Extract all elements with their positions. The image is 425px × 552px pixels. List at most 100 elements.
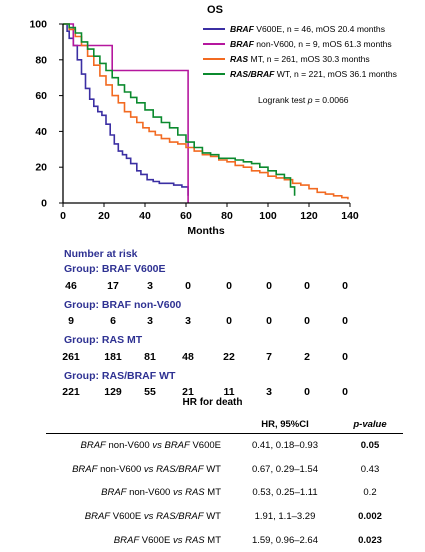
- p-value: 0.023: [358, 534, 382, 546]
- risk-group-label: Group: BRAF V600E: [64, 263, 166, 275]
- risk-count: 3: [147, 279, 153, 292]
- curve-series-0: [63, 23, 189, 196]
- hr-row: BRAF non-V600 vs BRAF V600E 0.41, 0.18–0.…: [46, 434, 403, 458]
- x-tick-labels: 0 20 40 60 80 100 120 140: [60, 203, 359, 222]
- hr-value: 1.91, 1.1–3.29: [254, 511, 316, 523]
- hr-col-p: p-value: [337, 415, 403, 434]
- hr-row: BRAF non-V600 vs RAS MT 0.53, 0.25–1.11 0.…: [46, 481, 403, 505]
- hr-col-comparison: [46, 415, 233, 434]
- legend-entry-3: RAS/BRAF WT, n = 221, mOS 36.1 months: [230, 69, 397, 79]
- risk-count: 0: [226, 315, 232, 327]
- risk-count: 17: [107, 279, 119, 292]
- legend-desc: non-V600, n = 9, mOS 61.3 months: [254, 39, 392, 49]
- x-tick-label: 80: [221, 210, 233, 222]
- risk-count: 9: [68, 315, 74, 327]
- legend-entry-0: BRAF V600E, n = 46, mOS 20.4 months: [230, 24, 385, 34]
- risk-count: 3: [147, 315, 153, 327]
- risk-count: 11: [223, 386, 235, 398]
- risk-count: 0: [266, 279, 272, 292]
- risk-count: 0: [304, 386, 310, 398]
- curve-series-1: [63, 23, 189, 203]
- risk-count: 22: [223, 350, 235, 363]
- risk-count: 48: [182, 350, 194, 363]
- hr-table-title: HR for death: [182, 397, 243, 408]
- hr-comparison: BRAF non-V600 vs RAS MT: [101, 487, 221, 499]
- risk-count: 221: [62, 386, 80, 398]
- risk-count: 3: [266, 386, 272, 398]
- legend-desc: MT, n = 261, mOS 30.3 months: [248, 54, 370, 64]
- risk-group-label: Group: RAS/BRAF WT: [64, 369, 176, 382]
- hr-col-hr: HR, 95%CI: [233, 415, 337, 434]
- survival-curves: [63, 23, 349, 203]
- hr-table-body: BRAF non-V600 vs BRAF V600E 0.41, 0.18–0.…: [46, 434, 403, 552]
- risk-count: 0: [185, 279, 191, 292]
- legend-gene: RAS: [230, 54, 248, 64]
- curve-series-2: [63, 23, 349, 200]
- risk-count: 0: [342, 279, 348, 292]
- legend-desc: V600E, n = 46, mOS 20.4 months: [254, 24, 385, 34]
- chart-axes: [62, 24, 350, 204]
- hr-row: BRAF non-V600 vs RAS/BRAF WT 0.67, 0.29–1…: [46, 458, 403, 482]
- legend-entry-2: RAS MT, n = 261, mOS 30.3 months: [230, 54, 370, 64]
- legend-entry-1: BRAF non-V600, n = 9, mOS 61.3 months: [230, 39, 392, 49]
- x-tick-label: 60: [180, 210, 192, 222]
- x-tick-label: 140: [341, 210, 359, 222]
- risk-count: 55: [144, 386, 156, 398]
- x-axis-label: Months: [187, 225, 224, 237]
- logrank-annotation: Logrank test p = 0.0066: [258, 95, 349, 105]
- risk-count: 181: [104, 350, 122, 363]
- y-tick-labels: 0 20 40 60 80 100: [29, 19, 63, 210]
- risk-count: 6: [110, 315, 116, 327]
- hr-value: 0.67, 0.29–1.54: [251, 463, 319, 475]
- risk-count: 3: [185, 315, 191, 327]
- x-tick-label: 100: [259, 210, 277, 222]
- risk-count: 7: [266, 350, 272, 363]
- risk-count: 0: [304, 279, 310, 292]
- hr-comparison: BRAF V600E vs RAS/BRAF WT: [84, 511, 221, 523]
- risk-count: 81: [144, 350, 156, 363]
- p-value: 0.002: [358, 511, 382, 523]
- y-tick-label: 20: [35, 162, 47, 174]
- risk-count: 0: [226, 279, 232, 292]
- hr-table: HR, 95%CI p-value BRAF non-V600 vs BRAF …: [46, 415, 403, 552]
- risk-count: 0: [304, 315, 310, 327]
- x-tick-label: 0: [60, 210, 66, 222]
- y-tick-label: 60: [35, 90, 47, 102]
- hr-row: BRAF V600E vs RAS/BRAF WT 1.91, 1.1–3.29 0…: [46, 505, 403, 529]
- p-value: 0.05: [360, 440, 380, 452]
- risk-count: 2: [304, 350, 310, 363]
- risk-table-title: Number at risk: [64, 248, 138, 260]
- chart-title: OS: [207, 4, 223, 16]
- km-chart: OS 0 20 40 60 80 100 0 20 40 60 80 100 120 140 Month…: [29, 4, 397, 237]
- y-tick-label: 40: [35, 126, 47, 138]
- risk-count: 261: [62, 350, 80, 363]
- legend-gene: RAS/BRAF: [230, 69, 275, 79]
- hr-comparison: BRAF non-V600 vs RAS/BRAF WT: [72, 463, 221, 475]
- y-tick-label: 0: [41, 198, 47, 210]
- risk-group-label: Group: RAS MT: [64, 334, 143, 346]
- hr-value: 1.59, 0.96–2.64: [251, 534, 319, 546]
- x-tick-label: 40: [139, 210, 151, 222]
- legend: BRAF V600E, n = 46, mOS 20.4 monthsBRAF …: [203, 24, 397, 79]
- risk-count: 0: [342, 386, 348, 398]
- hr-value: 0.41, 0.18–0.93: [251, 440, 319, 452]
- risk-group-label: Group: BRAF non-V600: [64, 298, 182, 311]
- risk-count: 21: [182, 386, 194, 398]
- legend-gene: BRAF: [230, 24, 255, 34]
- y-tick-label: 80: [35, 54, 47, 66]
- risk-count: 0: [266, 315, 272, 327]
- curve-series-3: [63, 23, 296, 196]
- risk-count: 46: [65, 279, 77, 292]
- risk-count: 0: [342, 315, 348, 327]
- p-value-header: p-value: [353, 419, 387, 430]
- hr-value: 0.53, 0.25–1.11: [252, 487, 318, 499]
- hr-comparison: BRAF V600E vs RAS MT: [113, 534, 221, 546]
- legend-desc: WT, n = 221, mOS 36.1 months: [274, 69, 397, 79]
- x-tick-label: 120: [300, 210, 318, 222]
- legend-gene: BRAF: [230, 39, 255, 49]
- hr-table-header: HR, 95%CI p-value: [46, 415, 403, 434]
- risk-count: 129: [104, 386, 122, 398]
- hr-row: BRAF V600E vs RAS MT 1.59, 0.96–2.64 0.023: [46, 528, 403, 552]
- x-tick-label: 20: [98, 210, 110, 222]
- y-tick-label: 100: [29, 19, 47, 31]
